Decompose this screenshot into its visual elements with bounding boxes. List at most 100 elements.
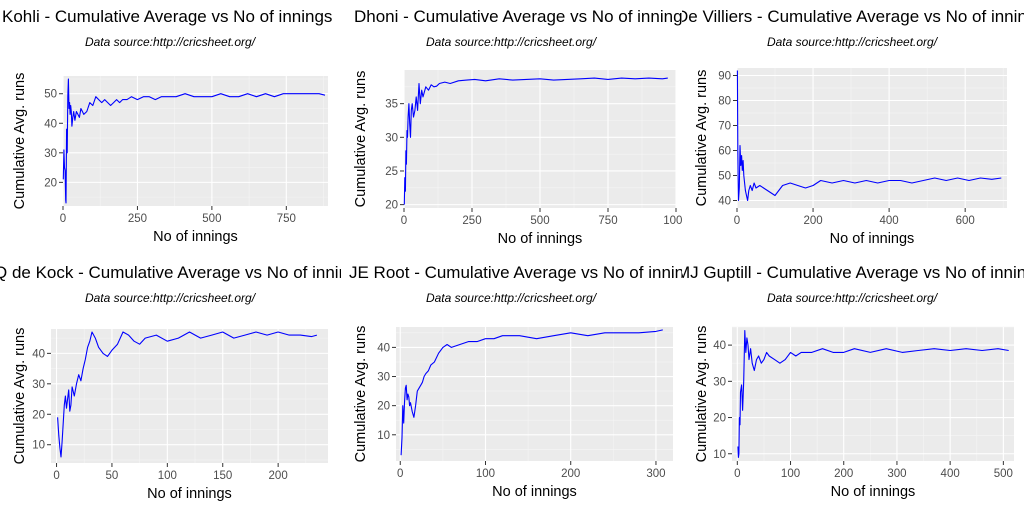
chart-title: Q de Kock - Cumulative Average vs No of … xyxy=(0,263,341,282)
x-tick-label: 0 xyxy=(397,468,403,480)
y-tick-label: 90 xyxy=(718,71,731,83)
x-tick-label: 500 xyxy=(994,468,1013,480)
y-tick-label: 40 xyxy=(44,118,57,130)
plot-background xyxy=(63,76,328,206)
y-tick-label: 10 xyxy=(377,430,390,442)
chart-svg-dhoni: Dhoni - Cumulative Average vs No of inni… xyxy=(353,7,682,247)
chart-subtitle: Data source:http://cricsheet.org/ xyxy=(85,291,257,305)
x-tick-label: 0 xyxy=(53,470,59,482)
y-tick-label: 30 xyxy=(385,132,398,144)
chart-panel-guptill: MJ Guptill - Cumulative Average vs No of… xyxy=(682,256,1024,512)
cumulative-average-line xyxy=(400,329,663,456)
chart-svg-de-kock: Q de Kock - Cumulative Average vs No of … xyxy=(0,263,341,502)
x-tick-label: 100 xyxy=(476,468,495,480)
x-tick-label: 0 xyxy=(734,215,740,227)
chart-svg-guptill: MJ Guptill - Cumulative Average vs No of… xyxy=(682,263,1024,500)
y-tick-label: 50 xyxy=(718,171,731,183)
chart-panel-kohli: Kohli - Cumulative Average vs No of inni… xyxy=(0,0,341,256)
x-tick-label: 50 xyxy=(106,470,119,482)
y-tick-label: 60 xyxy=(718,146,731,158)
chart-subtitle: Data source:http://cricsheet.org/ xyxy=(426,35,598,49)
x-axis-title: No of innings xyxy=(153,229,238,245)
plot-background xyxy=(732,327,1014,461)
chart-title: Kohli - Cumulative Average vs No of inni… xyxy=(2,7,332,26)
x-tick-label: 100 xyxy=(781,468,800,480)
cumulative-average-line xyxy=(62,78,326,204)
cumulative-average-line xyxy=(403,77,668,205)
y-axis-title: Cumulative Avg. runs xyxy=(694,326,710,463)
x-tick-label: 0 xyxy=(734,468,740,480)
x-axis-title: No of innings xyxy=(147,486,232,502)
x-tick-label: 0 xyxy=(401,215,407,227)
x-tick-label: 200 xyxy=(803,215,822,227)
y-tick-label: 20 xyxy=(44,177,57,189)
y-tick-label: 10 xyxy=(713,449,726,461)
cumulative-average-line xyxy=(736,70,1002,202)
plot-background xyxy=(51,329,328,463)
y-tick-label: 30 xyxy=(377,372,390,384)
y-tick-label: 70 xyxy=(718,121,731,133)
x-axis-title: No of innings xyxy=(831,484,916,500)
x-tick-label: 750 xyxy=(598,215,617,227)
x-tick-label: 200 xyxy=(269,470,288,482)
x-tick-label: 250 xyxy=(462,215,481,227)
chart-title: JE Root - Cumulative Average vs No of in… xyxy=(349,263,682,282)
x-tick-label: 600 xyxy=(956,215,975,227)
chart-svg-de-villiers: De Villiers - Cumulative Average vs No o… xyxy=(682,7,1024,247)
chart-panel-de-villiers: De Villiers - Cumulative Average vs No o… xyxy=(682,0,1024,256)
y-tick-label: 30 xyxy=(713,376,726,388)
y-tick-label: 20 xyxy=(713,413,726,425)
chart-title: Dhoni - Cumulative Average vs No of inni… xyxy=(354,7,682,26)
chart-panel-dhoni: Dhoni - Cumulative Average vs No of inni… xyxy=(341,0,682,256)
chart-subtitle: Data source:http://cricsheet.org/ xyxy=(85,35,257,49)
x-tick-label: 400 xyxy=(880,215,899,227)
x-tick-label: 0 xyxy=(60,213,66,225)
y-tick-label: 80 xyxy=(718,96,731,108)
y-tick-label: 40 xyxy=(377,342,390,354)
y-tick-label: 20 xyxy=(377,401,390,413)
cumulative-average-line xyxy=(737,330,1009,458)
chart-svg-root: JE Root - Cumulative Average vs No of in… xyxy=(349,263,682,500)
x-tick-label: 500 xyxy=(530,215,549,227)
y-tick-label: 25 xyxy=(385,166,398,178)
x-tick-label: 400 xyxy=(941,468,960,480)
x-tick-label: 200 xyxy=(561,468,580,480)
y-axis-title: Cumulative Avg. runs xyxy=(353,71,369,208)
chart-panel-root: JE Root - Cumulative Average vs No of in… xyxy=(341,256,682,512)
x-tick-label: 300 xyxy=(646,468,665,480)
y-tick-label: 40 xyxy=(32,348,45,360)
y-axis-title: Cumulative Avg. runs xyxy=(12,73,28,210)
y-tick-label: 50 xyxy=(44,89,57,101)
x-tick-label: 1000 xyxy=(663,215,682,227)
chart-svg-kohli: Kohli - Cumulative Average vs No of inni… xyxy=(2,7,332,245)
y-tick-label: 30 xyxy=(44,148,57,160)
y-tick-label: 40 xyxy=(713,340,726,352)
x-tick-label: 500 xyxy=(202,213,221,225)
y-tick-label: 20 xyxy=(32,409,45,421)
chart-panel-de-kock: Q de Kock - Cumulative Average vs No of … xyxy=(0,256,341,512)
x-axis-title: No of innings xyxy=(830,231,915,247)
y-tick-label: 35 xyxy=(385,99,398,111)
x-tick-label: 150 xyxy=(213,470,232,482)
x-tick-label: 200 xyxy=(834,468,853,480)
x-tick-label: 750 xyxy=(277,213,296,225)
y-axis-title: Cumulative Avg. runs xyxy=(12,328,28,465)
y-tick-label: 20 xyxy=(385,200,398,212)
x-tick-label: 300 xyxy=(887,468,906,480)
x-tick-label: 250 xyxy=(128,213,147,225)
x-axis-title: No of innings xyxy=(492,484,577,500)
y-axis-title: Cumulative Avg. runs xyxy=(694,70,710,207)
y-axis-title: Cumulative Avg. runs xyxy=(353,326,369,463)
chart-title: De Villiers - Cumulative Average vs No o… xyxy=(682,7,1024,26)
plot-background xyxy=(396,327,673,461)
x-axis-title: No of innings xyxy=(498,231,583,247)
chart-subtitle: Data source:http://cricsheet.org/ xyxy=(767,291,939,305)
x-tick-label: 100 xyxy=(158,470,177,482)
y-tick-label: 40 xyxy=(718,196,731,208)
y-tick-label: 10 xyxy=(32,440,45,452)
cumulative-average-line xyxy=(57,331,318,458)
chart-subtitle: Data source:http://cricsheet.org/ xyxy=(767,35,939,49)
chart-title: MJ Guptill - Cumulative Average vs No of… xyxy=(682,263,1024,282)
y-tick-label: 30 xyxy=(32,379,45,391)
chart-subtitle: Data source:http://cricsheet.org/ xyxy=(426,291,598,305)
